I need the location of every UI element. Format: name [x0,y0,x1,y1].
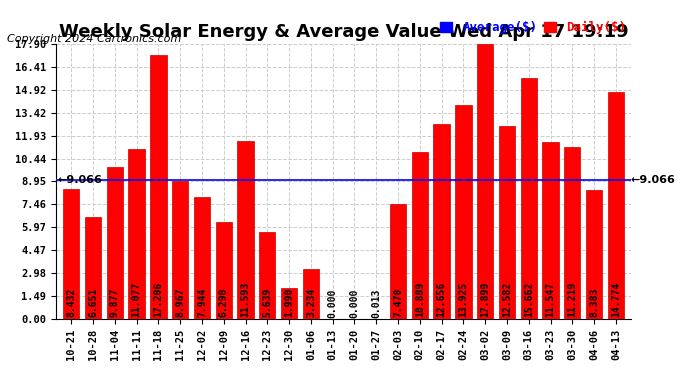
Bar [499,126,515,319]
Text: 7.470: 7.470 [393,288,403,318]
Bar [477,44,493,319]
Text: 17.206: 17.206 [153,282,164,318]
Text: 8.383: 8.383 [589,288,599,318]
Bar [237,141,254,319]
Text: 8.967: 8.967 [175,288,185,318]
Text: 0.000: 0.000 [328,289,337,318]
Text: 12.656: 12.656 [437,282,446,318]
Text: 15.662: 15.662 [524,282,534,318]
Bar [390,204,406,319]
Bar [542,141,559,319]
Bar [412,152,428,319]
Bar [608,92,624,319]
Text: 3.234: 3.234 [306,288,316,318]
Text: 6.290: 6.290 [219,288,228,318]
Text: 1.990: 1.990 [284,288,294,318]
Text: 14.774: 14.774 [611,282,621,318]
Text: 5.639: 5.639 [262,288,273,318]
Text: Copyright 2024 Cartronics.com: Copyright 2024 Cartronics.com [7,34,181,44]
Text: 0.000: 0.000 [349,289,359,318]
Text: ←9.066: ←9.066 [57,175,102,184]
Bar [455,105,471,319]
Bar [63,189,79,319]
Bar [281,288,297,319]
Bar [586,190,602,319]
Legend: Average($), Daily($): Average($), Daily($) [435,16,631,39]
Bar [303,269,319,319]
Bar [150,54,166,319]
Text: 10.889: 10.889 [415,282,425,318]
Text: 7.944: 7.944 [197,288,207,318]
Text: 9.877: 9.877 [110,288,120,318]
Text: ←9.066: ←9.066 [630,175,675,184]
Text: 6.651: 6.651 [88,288,98,318]
Text: 13.925: 13.925 [458,282,469,318]
Bar [520,78,537,319]
Text: 11.077: 11.077 [132,282,141,318]
Title: Weekly Solar Energy & Average Value Wed Apr 17 19:19: Weekly Solar Energy & Average Value Wed … [59,23,629,41]
Text: 17.899: 17.899 [480,282,490,318]
Text: 11.219: 11.219 [567,282,578,318]
Bar [128,149,145,319]
Bar [172,181,188,319]
Bar [107,167,123,319]
Text: 12.582: 12.582 [502,282,512,318]
Text: 8.432: 8.432 [66,288,76,318]
Bar [194,197,210,319]
Bar [215,222,232,319]
Text: 0.013: 0.013 [371,289,382,318]
Bar [564,147,580,319]
Bar [433,124,450,319]
Text: 11.593: 11.593 [241,282,250,318]
Text: 11.547: 11.547 [546,282,555,318]
Bar [85,217,101,319]
Bar [259,232,275,319]
